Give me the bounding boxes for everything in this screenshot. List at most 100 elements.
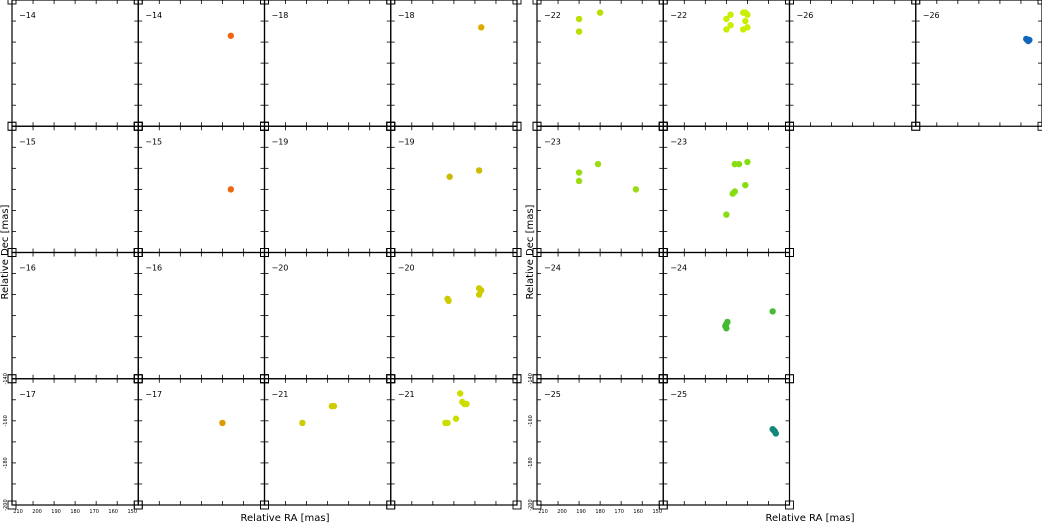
maser-spot [727, 22, 734, 29]
beam-box [133, 248, 143, 257]
channel-label: −14 [19, 11, 36, 20]
maser-spot [744, 11, 751, 18]
maser-spot [744, 158, 751, 166]
channel-panel: −25 [658, 374, 794, 510]
beam-box [260, 374, 269, 384]
maser-spot [456, 390, 464, 397]
y-tick-label: -200 [528, 499, 534, 510]
x-tick-label: 180 [595, 509, 605, 515]
beam-box [7, 374, 17, 384]
beam-box [386, 0, 396, 5]
maser-spot [330, 402, 338, 410]
channel-panel: −17 [133, 374, 269, 510]
maser-spot [723, 26, 730, 33]
maser-spot [735, 160, 743, 168]
channel-panel: −23 [532, 121, 668, 257]
channel-panel: −22 [658, 0, 794, 131]
beam-box [911, 0, 921, 5]
beam-box [386, 248, 396, 257]
maser-spot [227, 32, 235, 39]
maser-spot [575, 169, 583, 176]
x-tick-label: 170 [89, 509, 99, 515]
maser-spot [770, 427, 777, 434]
maser-spot [723, 15, 730, 23]
maser-spot [731, 188, 738, 195]
maser-spot [594, 160, 602, 168]
beam-box [785, 121, 794, 131]
channel-panel: −18 [386, 0, 522, 131]
channel-label: −22 [670, 11, 687, 20]
maser-spot [475, 167, 483, 174]
channel-label: −22 [544, 11, 561, 20]
y-tick-label: -160 [3, 415, 9, 426]
x-axis-title: Relative RA [mas] [766, 513, 855, 523]
channel-label: −25 [670, 390, 687, 399]
y-axis-title: Relative Dec [mas] [525, 204, 536, 299]
x-tick-label: 160 [633, 509, 643, 515]
beam-box [911, 121, 921, 131]
maser-spot [478, 24, 485, 31]
channel-panel: −19 [260, 121, 396, 257]
y-tick-label: -160 [528, 415, 534, 426]
maser-spot [575, 15, 583, 23]
beam-box [785, 374, 794, 384]
channel-panel: −20 [386, 248, 522, 384]
channel-panel: −16 [7, 248, 143, 384]
x-tick-label: 200 [32, 509, 42, 515]
channel-label: −19 [272, 137, 289, 146]
channel-label: −17 [145, 390, 162, 399]
beam-box [7, 121, 17, 131]
x-tick-label: 210 [13, 509, 23, 515]
beam-box [658, 0, 668, 5]
beam-box [658, 121, 668, 131]
beam-box [658, 248, 668, 257]
x-tick-label: 200 [557, 509, 567, 515]
channel-label: −23 [670, 137, 687, 146]
channel-label: −19 [398, 137, 415, 146]
channel-panel: −14 [7, 0, 143, 131]
channel-panel: −24 [658, 248, 794, 384]
beam-box [260, 121, 269, 131]
maser-spot [575, 28, 583, 35]
y-tick-label: -140 [3, 373, 9, 384]
beam-box [512, 374, 522, 384]
beam-box [785, 500, 794, 510]
beam-box [1037, 121, 1042, 131]
maser-spot [727, 11, 734, 18]
channel-panel: −21 [386, 374, 522, 510]
beam-box [386, 121, 396, 131]
channel-label: −20 [398, 264, 415, 273]
maser-spot [740, 26, 747, 33]
maser-spot [575, 177, 583, 185]
maser-spot [769, 308, 776, 315]
maser-spot [227, 186, 235, 193]
beam-box [532, 374, 542, 384]
maser-spot [445, 297, 452, 305]
channel-label: −18 [272, 11, 289, 20]
beam-box [512, 0, 522, 5]
beam-box [133, 0, 143, 5]
channel-label: −21 [398, 390, 415, 399]
maser-spot [724, 318, 731, 326]
channel-panel: −19 [386, 121, 522, 257]
maser-spot [463, 400, 470, 408]
maser-spot [446, 173, 453, 180]
x-tick-label: 160 [108, 509, 118, 515]
beam-box [7, 248, 17, 257]
beam-box [260, 248, 269, 257]
maser-spot [219, 419, 226, 427]
beam-box [133, 374, 143, 384]
channel-label: −24 [544, 264, 561, 273]
beam-box [532, 121, 542, 131]
channel-panel: −21 [260, 374, 396, 510]
channel-label: −17 [19, 390, 36, 399]
channel-label: −14 [145, 11, 162, 20]
beam-box [658, 374, 668, 384]
beam-box [386, 500, 396, 510]
beam-box [260, 500, 269, 510]
beam-box [512, 248, 522, 257]
channel-panel: −14 [133, 0, 269, 131]
beam-box [386, 374, 396, 384]
beam-box [133, 121, 143, 131]
channel-label: −25 [544, 390, 561, 399]
